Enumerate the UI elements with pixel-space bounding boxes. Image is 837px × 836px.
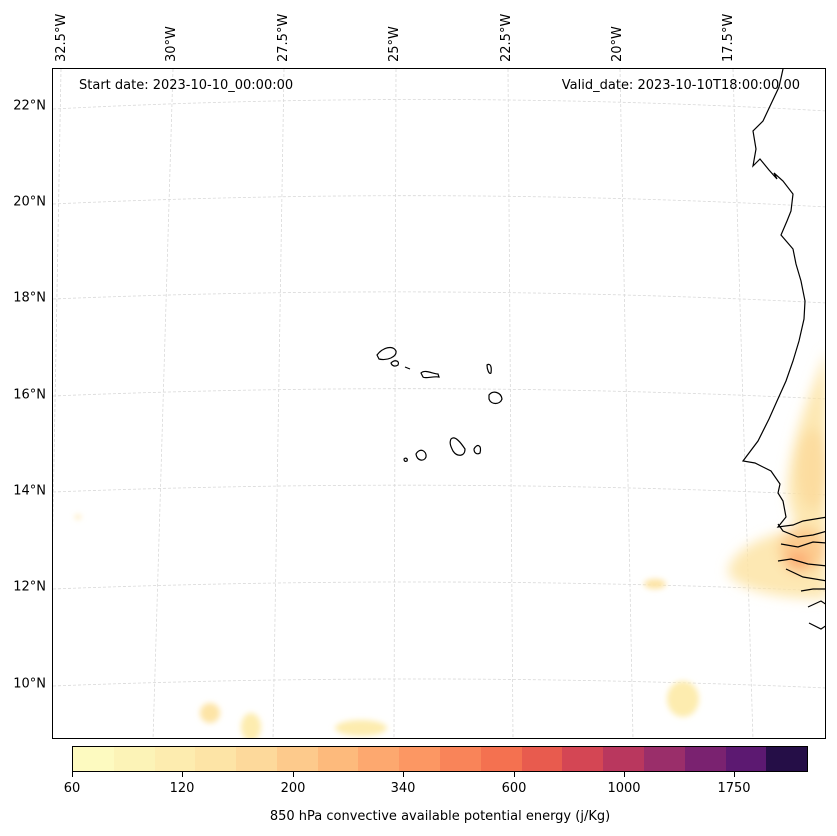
maio-island xyxy=(473,444,482,455)
santa-luzia-island xyxy=(404,366,411,370)
colorbar-tick xyxy=(734,772,735,777)
colorbar xyxy=(72,746,808,772)
latitude-label: 22°N xyxy=(13,98,46,114)
sao-vicente-island xyxy=(390,360,400,367)
latitude-label: 10°N xyxy=(13,676,46,692)
brava-island xyxy=(403,457,408,462)
colorbar-segment xyxy=(154,747,196,771)
colorbar-tick xyxy=(624,772,625,777)
longitude-label: 22.5°W xyxy=(499,13,514,62)
colorbar-segment xyxy=(766,747,808,771)
longitude-label: 20°W xyxy=(610,26,625,62)
latitude-label: 14°N xyxy=(13,483,46,499)
colorbar-segment xyxy=(236,747,277,771)
colorbar-segment xyxy=(358,747,400,771)
colorbar-segment xyxy=(317,747,359,771)
colorbar-segment xyxy=(684,747,726,771)
sal-island xyxy=(486,363,492,374)
colorbar-segment xyxy=(195,747,237,771)
colorbar-segment xyxy=(440,747,481,771)
colorbar-segment xyxy=(603,747,644,771)
colorbar-segment xyxy=(521,747,563,771)
colorbar-tick-label: 340 xyxy=(390,781,416,796)
colorbar-segment xyxy=(113,747,155,771)
latitude-label: 16°N xyxy=(13,387,46,403)
boa-vista-island xyxy=(488,391,503,405)
latitude-label: 20°N xyxy=(13,194,46,210)
gambia-coast xyxy=(777,523,825,582)
colorbar-tick xyxy=(514,772,515,777)
valid-date-label: Valid_date: 2023-10-10T18:00:00.00 xyxy=(561,78,800,93)
longitude-label: 27.5°W xyxy=(276,13,291,62)
latitude-label: 12°N xyxy=(13,579,46,595)
colorbar-tick xyxy=(293,772,294,777)
longitude-label: 25°W xyxy=(387,26,402,62)
colorbar-segment xyxy=(725,747,767,771)
colorbar-tick xyxy=(72,772,73,777)
latitude-gridlines xyxy=(53,99,825,689)
santiago-island xyxy=(449,437,466,456)
colorbar-title: 850 hPa convective available potential e… xyxy=(269,809,611,824)
longitude-gridlines xyxy=(53,69,754,738)
colorbar-segment xyxy=(276,747,318,771)
colorbar-tick-label: 1000 xyxy=(607,781,641,796)
sao-nicolau-island xyxy=(420,370,440,379)
map-frame[interactable] xyxy=(52,68,826,739)
colorbar-tick-label: 120 xyxy=(169,781,195,796)
colorbar-segment xyxy=(480,747,522,771)
colorbar-segment xyxy=(562,747,604,771)
cape-verde-islands xyxy=(376,346,503,462)
cape-shading xyxy=(75,354,825,738)
colorbar-tick-label: 1750 xyxy=(717,781,751,796)
latitude-label: 18°N xyxy=(13,290,46,306)
colorbar-tick-label: 200 xyxy=(280,781,306,796)
colorbar-tick xyxy=(403,772,404,777)
start-date-label: Start date: 2023-10-10_00:00:00 xyxy=(79,78,294,93)
guinea-bissau-coast xyxy=(800,588,825,630)
fogo-island xyxy=(415,449,427,461)
colorbar-tick-label: 600 xyxy=(501,781,527,796)
colorbar-segment xyxy=(73,747,114,771)
colorbar-segment xyxy=(643,747,685,771)
santo-antao-island xyxy=(376,346,397,361)
longitude-label: 30°W xyxy=(164,26,179,62)
africa-coastline xyxy=(741,69,825,528)
colorbar-segment xyxy=(399,747,441,771)
longitude-label: 32.5°W xyxy=(54,13,69,62)
map-canvas[interactable] xyxy=(53,69,826,739)
longitude-label: 17.5°W xyxy=(721,13,736,62)
colorbar-tick-label: 60 xyxy=(63,781,81,796)
colorbar-tick xyxy=(182,772,183,777)
